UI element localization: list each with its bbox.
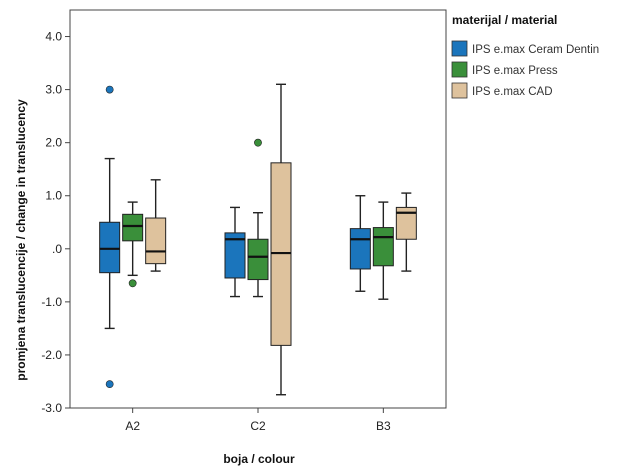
box-ips-e-max-press-b3 — [372, 201, 394, 300]
box-iqr — [372, 227, 394, 267]
box-ips-e-max-cad-c2 — [270, 83, 292, 396]
box-series-group — [99, 83, 417, 396]
legend-swatch — [451, 40, 468, 57]
legend-swatch — [451, 61, 468, 78]
y-tick-label: -3.0 — [41, 401, 62, 415]
box-iqr — [145, 217, 167, 265]
outlier-point — [128, 279, 137, 288]
plot-area — [69, 9, 447, 409]
box-iqr — [349, 228, 371, 270]
y-tick-label: 2.0 — [45, 136, 62, 150]
box-ips-e-max-cad-a2 — [145, 179, 167, 272]
y-tick-label: 4.0 — [45, 30, 62, 44]
outlier-point — [105, 85, 114, 94]
box-ips-e-max-ceram-dentin-a2 — [99, 85, 121, 389]
box-ips-e-max-press-c2 — [247, 138, 269, 298]
y-tick-label: -2.0 — [41, 348, 62, 362]
outlier-point — [254, 138, 262, 147]
box-iqr — [224, 232, 246, 279]
outlier-point — [105, 380, 114, 389]
box-ips-e-max-cad-b3 — [395, 192, 417, 272]
y-axis-title: promjena translucencije / change in tran… — [14, 99, 28, 381]
box-iqr — [122, 213, 144, 242]
box-ips-e-max-press-a2 — [122, 201, 144, 288]
box-iqr — [247, 238, 269, 281]
y-axis: 4.0 3.0 2.0 1.0 .0 -1.0 -2.0 -3.0 — [41, 30, 70, 415]
y-tick-label: -1.0 — [41, 295, 62, 309]
y-tick-label: 1.0 — [45, 189, 62, 203]
x-tick-label: A2 — [125, 419, 140, 433]
legend-label: IPS e.max Ceram Dentin — [472, 44, 599, 56]
plot-frame — [69, 9, 447, 409]
box-iqr — [99, 221, 121, 274]
x-axis: A2 C2 B3 — [125, 408, 391, 433]
box-ips-e-max-ceram-dentin-b3 — [349, 195, 371, 292]
box-iqr — [395, 206, 417, 240]
box-ips-e-max-ceram-dentin-c2 — [224, 206, 246, 298]
legend-swatch — [451, 82, 468, 99]
legend: materijal / material IPS e.max Ceram Den… — [451, 13, 599, 99]
y-tick-label: 3.0 — [45, 83, 62, 97]
legend-title: materijal / material — [452, 13, 557, 27]
y-tick-label: .0 — [52, 242, 62, 256]
x-axis-title: boja / colour — [223, 452, 295, 466]
x-tick-label: B3 — [376, 419, 391, 433]
x-tick-label: C2 — [250, 419, 266, 433]
legend-label: IPS e.max CAD — [472, 86, 553, 98]
legend-label: IPS e.max Press — [472, 65, 558, 77]
